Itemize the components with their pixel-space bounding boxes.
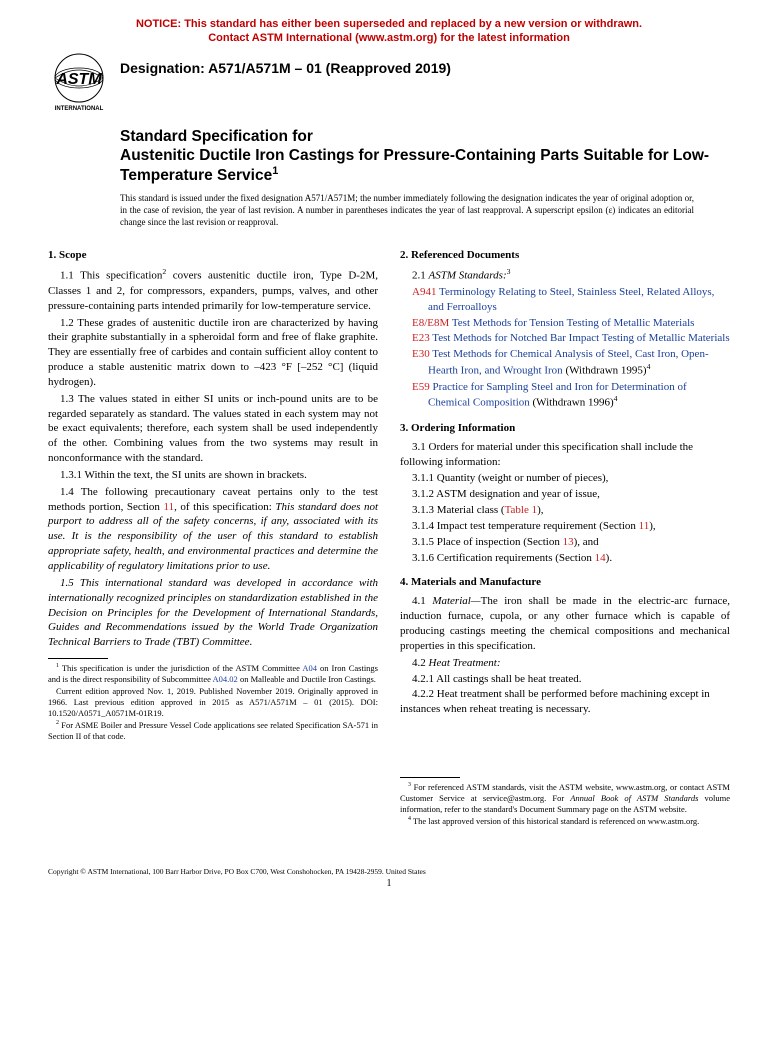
copyright-line: Copyright © ASTM International, 100 Barr… xyxy=(48,867,730,876)
referenced-standard-item: A941 Terminology Relating to Steel, Stai… xyxy=(400,285,730,315)
referenced-standard-item: E23 Test Methods for Notched Bar Impact … xyxy=(400,331,730,346)
ordering-3-1: 3.1 Orders for material under this speci… xyxy=(400,440,730,470)
ordering-3-1-1: 3.1.1 Quantity (weight or number of piec… xyxy=(400,471,730,486)
scope-1-5: 1.5 This international standard was deve… xyxy=(48,576,378,650)
notice-line1: NOTICE: This standard has either been su… xyxy=(136,18,642,30)
scope-1-1: 1.1 This specification2 covers austeniti… xyxy=(48,267,378,313)
standard-title-link[interactable]: Test Methods for Tension Testing of Meta… xyxy=(449,317,694,329)
designation-text: Designation: A571/A571M – 01 (Reapproved… xyxy=(120,60,451,76)
referenced-standard-item: E30 Test Methods for Chemical Analysis o… xyxy=(400,347,730,378)
section-ref-14[interactable]: 14 xyxy=(595,552,606,564)
scope-1-3: 1.3 The values stated in either SI units… xyxy=(48,392,378,466)
footnote-separator-left xyxy=(48,658,108,659)
referenced-standard-item: E8/E8M Test Methods for Tension Testing … xyxy=(400,316,730,331)
title-block: Standard Specification for Austenitic Du… xyxy=(120,128,730,186)
materials-4-1: 4.1 Material—The iron shall be made in t… xyxy=(400,594,730,653)
materials-4-2-2: 4.2.2 Heat treatment shall be performed … xyxy=(400,687,730,717)
header-block: ASTM INTERNATIONAL Designation: A571/A57… xyxy=(48,52,730,114)
ordering-3-1-4: 3.1.4 Impact test temperature requiremen… xyxy=(400,519,730,534)
document-page: NOTICE: This standard has either been su… xyxy=(0,0,778,913)
standard-code-link[interactable]: E23 xyxy=(412,332,430,344)
materials-4-2-1: 4.2.1 All castings shall be heat treated… xyxy=(400,672,730,687)
scope-1-4: 1.4 The following precautionary caveat p… xyxy=(48,485,378,574)
materials-4-2: 4.2 Heat Treatment: xyxy=(400,656,730,671)
scope-1-3-1: 1.3.1 Within the text, the SI units are … xyxy=(48,468,378,483)
referenced-standard-item: E59 Practice for Sampling Steel and Iron… xyxy=(400,380,730,411)
referenced-standards-list: A941 Terminology Relating to Steel, Stai… xyxy=(400,285,730,411)
svg-text:ASTM: ASTM xyxy=(55,71,102,88)
committee-ref-a04[interactable]: A04 xyxy=(302,663,317,673)
footnote-2: 2 For ASME Boiler and Pressure Vessel Co… xyxy=(48,720,378,742)
ordering-head: 3. Ordering Information xyxy=(400,421,730,436)
ordering-3-1-2: 3.1.2 ASTM designation and year of issue… xyxy=(400,487,730,502)
right-footnotes: 3 For referenced ASTM standards, visit t… xyxy=(400,782,730,827)
left-footnotes: 1 This specification is under the jurisd… xyxy=(48,663,378,742)
astm-standards-line: 2.1 ASTM Standards:3 xyxy=(400,267,730,284)
standard-code-link[interactable]: E59 xyxy=(412,381,430,393)
title-main: Austenitic Ductile Iron Castings for Pre… xyxy=(120,146,730,186)
materials-head: 4. Materials and Manufacture xyxy=(400,575,730,590)
scope-1-2: 1.2 These grades of austenitic ductile i… xyxy=(48,316,378,390)
notice-line2: Contact ASTM International (www.astm.org… xyxy=(208,32,570,44)
astm-logo: ASTM INTERNATIONAL xyxy=(48,52,110,114)
two-column-body: 1. Scope 1.1 This specification2 covers … xyxy=(48,248,730,827)
standard-code-link[interactable]: E30 xyxy=(412,348,430,360)
ordering-3-1-3: 3.1.3 Material class (Table 1), xyxy=(400,503,730,518)
footnote-separator-right xyxy=(400,777,460,778)
standard-code-link[interactable]: A941 xyxy=(412,286,436,298)
ordering-3-1-6: 3.1.6 Certification requirements (Sectio… xyxy=(400,551,730,566)
svg-text:INTERNATIONAL: INTERNATIONAL xyxy=(55,106,104,112)
standard-title-link[interactable]: Terminology Relating to Steel, Stainless… xyxy=(428,286,714,313)
standard-title-link[interactable]: Test Methods for Notched Bar Impact Test… xyxy=(430,332,730,344)
scope-head: 1. Scope xyxy=(48,248,378,263)
title-prefix: Standard Specification for xyxy=(120,128,730,146)
footnote-3: 3 For referenced ASTM standards, visit t… xyxy=(400,782,730,815)
footnote-4: 4 The last approved version of this hist… xyxy=(400,816,730,827)
title-sup: 1 xyxy=(272,165,278,177)
table-1-ref[interactable]: Table 1 xyxy=(505,504,538,516)
section-ref-13[interactable]: 13 xyxy=(563,536,574,548)
page-number: 1 xyxy=(48,878,730,889)
subcommittee-ref-a0402[interactable]: A04.02 xyxy=(213,674,238,684)
left-column: 1. Scope 1.1 This specification2 covers … xyxy=(48,248,378,827)
title-main-text: Austenitic Ductile Iron Castings for Pre… xyxy=(120,147,709,185)
footnote-1-para2: Current edition approved Nov. 1, 2019. P… xyxy=(48,686,378,719)
standard-disclaimer: This standard is issued under the fixed … xyxy=(120,193,694,228)
standard-code-link[interactable]: E8/E8M xyxy=(412,317,449,329)
section-ref-11b[interactable]: 11 xyxy=(639,520,650,532)
footnote-1: 1 This specification is under the jurisd… xyxy=(48,663,378,685)
referenced-docs-head: 2. Referenced Documents xyxy=(400,248,730,263)
section-ref-11[interactable]: 11 xyxy=(164,501,175,513)
right-column: 2. Referenced Documents 2.1 ASTM Standar… xyxy=(400,248,730,827)
notice-banner: NOTICE: This standard has either been su… xyxy=(48,18,730,46)
ordering-3-1-5: 3.1.5 Place of inspection (Section 13), … xyxy=(400,535,730,550)
